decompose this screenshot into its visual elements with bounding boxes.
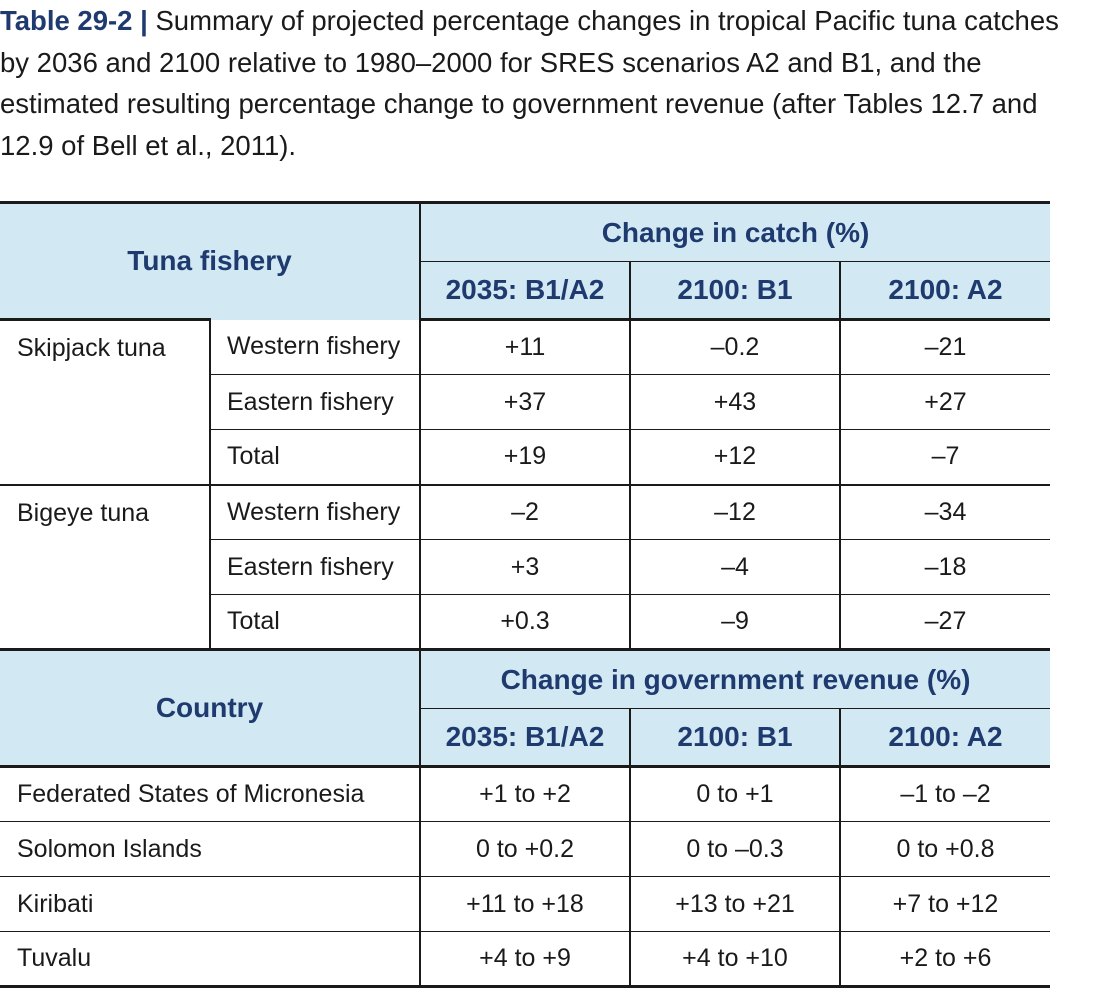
table-row: Eastern fishery +3 –4 –18 xyxy=(0,539,1050,595)
country-header: Country xyxy=(0,648,420,767)
revenue-col-header: 2035: B1/A2 xyxy=(419,708,630,768)
catch-value: +11 xyxy=(419,319,630,375)
fishery-name: Total xyxy=(209,594,420,650)
caption-text: Summary of projected percentage changes … xyxy=(0,5,1059,161)
catch-value: –9 xyxy=(629,594,840,650)
table-row: Skipjack tuna Western fishery +11 –0.2 –… xyxy=(0,318,1050,485)
table-label: Table 29-2 | xyxy=(0,5,148,36)
table-caption: Table 29-2 | Summary of projected percen… xyxy=(0,0,1060,166)
catch-value: –21 xyxy=(839,319,1050,375)
revenue-value: +2 to +6 xyxy=(839,931,1050,988)
table-row: Total +19 +12 –7 xyxy=(0,429,1050,485)
catch-value: –7 xyxy=(839,429,1050,485)
revenue-value: +4 to +9 xyxy=(419,931,630,988)
catch-value: +12 xyxy=(629,429,840,485)
catch-value: +19 xyxy=(419,429,630,485)
fishery-name: Eastern fishery xyxy=(209,374,420,430)
revenue-col-header: 2100: B1 xyxy=(629,708,840,768)
fishery-name: Eastern fishery xyxy=(209,539,420,595)
revenue-value: 0 to +1 xyxy=(629,765,840,822)
data-table: Tuna fishery Change in catch (%) 2035: B… xyxy=(0,201,1050,988)
catch-col-header: 2035: B1/A2 xyxy=(419,261,630,321)
table-row: Kiribati +11 to +18 +13 to +21 +7 to +12 xyxy=(0,876,1050,932)
fishery-name: Total xyxy=(209,429,420,485)
change-in-revenue-header: Change in government revenue (%) xyxy=(419,648,1050,709)
revenue-value: 0 to +0.2 xyxy=(419,821,630,877)
catch-value: –4 xyxy=(629,539,840,595)
table-row: Federated States of Micronesia +1 to +2 … xyxy=(0,765,1050,822)
table-row: Total +0.3 –9 –27 xyxy=(0,594,1050,650)
fishery-name: Western fishery xyxy=(209,483,420,540)
revenue-value: –1 to –2 xyxy=(839,765,1050,822)
revenue-value: +1 to +2 xyxy=(419,765,630,822)
catch-value: –34 xyxy=(839,483,1050,540)
tuna-fishery-header: Tuna fishery xyxy=(0,201,420,320)
catch-col-header: 2100: B1 xyxy=(629,261,840,321)
revenue-value: +13 to +21 xyxy=(629,876,840,932)
catch-value: +0.3 xyxy=(419,594,630,650)
table-row: Eastern fishery +37 +43 +27 xyxy=(0,374,1050,430)
revenue-value: +7 to +12 xyxy=(839,876,1050,932)
catch-value: +43 xyxy=(629,374,840,430)
country-name: Tuvalu xyxy=(0,931,420,988)
catch-value: –2 xyxy=(419,483,630,540)
table-row: Bigeye tuna Western fishery –2 –12 –34 xyxy=(0,483,1050,650)
country-name: Solomon Islands xyxy=(0,821,420,877)
revenue-value: +4 to +10 xyxy=(629,931,840,988)
revenue-col-header: 2100: A2 xyxy=(839,708,1050,768)
catch-value: +3 xyxy=(419,539,630,595)
revenue-value: 0 to –0.3 xyxy=(629,821,840,877)
fishery-name: Western fishery xyxy=(209,319,420,375)
table-row: Solomon Islands 0 to +0.2 0 to –0.3 0 to… xyxy=(0,821,1050,877)
catch-value: +27 xyxy=(839,374,1050,430)
catch-col-header: 2100: A2 xyxy=(839,261,1050,321)
table-row: Tuvalu +4 to +9 +4 to +10 +2 to +6 xyxy=(0,931,1050,988)
revenue-value: +11 to +18 xyxy=(419,876,630,932)
species-name: Bigeye tuna xyxy=(0,483,210,650)
catch-value: –18 xyxy=(839,539,1050,595)
revenue-value: 0 to +0.8 xyxy=(839,821,1050,877)
country-name: Federated States of Micronesia xyxy=(0,765,420,822)
catch-value: –27 xyxy=(839,594,1050,650)
catch-value: +37 xyxy=(419,374,630,430)
country-name: Kiribati xyxy=(0,876,420,932)
catch-value: –12 xyxy=(629,483,840,540)
species-name: Skipjack tuna xyxy=(0,318,210,485)
catch-value: –0.2 xyxy=(629,319,840,375)
change-in-catch-header: Change in catch (%) xyxy=(419,201,1050,262)
